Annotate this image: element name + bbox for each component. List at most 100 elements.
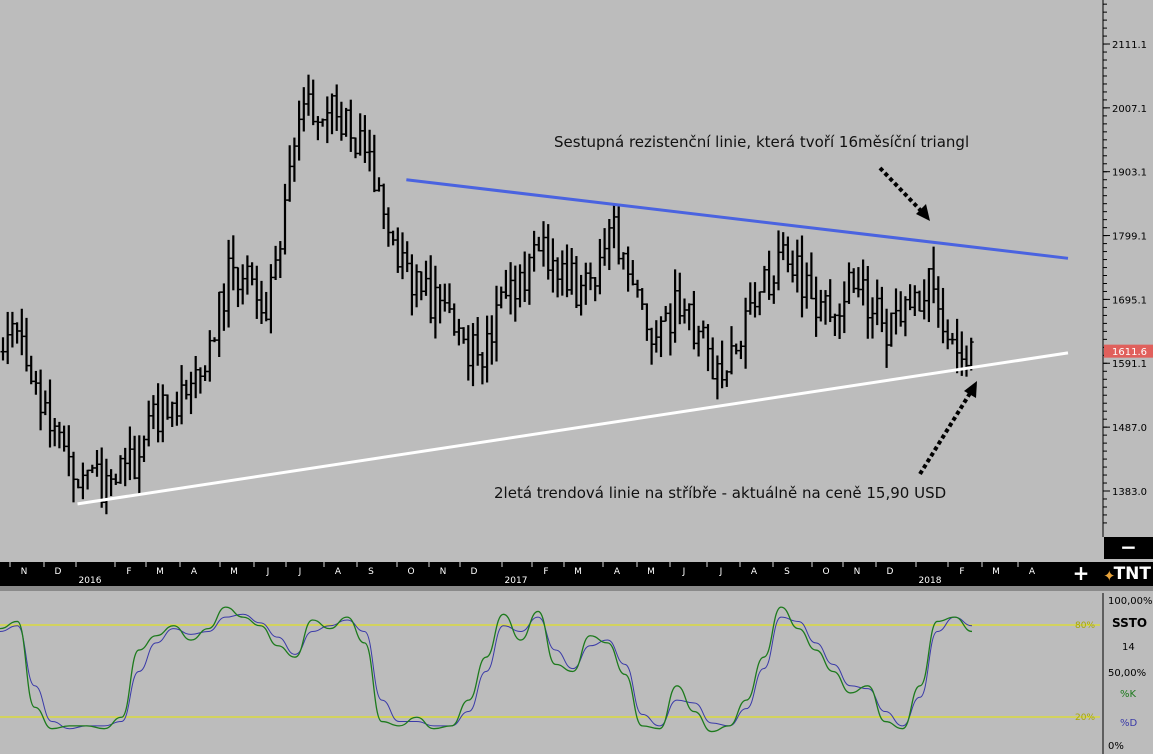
panel-separator[interactable] xyxy=(0,586,1153,591)
ohlc-bar xyxy=(216,291,222,357)
ohlc-bar xyxy=(785,236,791,273)
time-tick-label: M xyxy=(574,567,582,577)
ohlc-bar xyxy=(5,311,11,365)
ohlc-bar xyxy=(893,288,899,335)
ohlc-bar xyxy=(700,320,706,339)
ohlc-bar xyxy=(230,235,236,291)
ohlc-bar xyxy=(235,266,241,308)
ohlc-bar xyxy=(357,113,363,156)
ohlc-bar xyxy=(165,394,170,420)
ohlc-bar xyxy=(9,311,15,348)
time-axis-labels: N D 2016 F M A M J J A S O N D 2017 F M A M J J A S O N D 2018 F M A xyxy=(21,567,1036,586)
k-label: %K xyxy=(1120,689,1137,700)
ohlc-bar xyxy=(212,337,217,343)
ohlc-bar xyxy=(823,290,828,325)
ohlc-bar xyxy=(658,316,664,358)
ohlc-bar xyxy=(127,426,133,481)
ohlc-bar xyxy=(75,478,81,489)
ohlc-bar xyxy=(461,327,467,344)
ohlc-bar xyxy=(249,262,255,286)
ohlc-bar xyxy=(776,230,781,291)
ohlc-bar xyxy=(273,245,279,280)
ohlc-bar xyxy=(456,318,462,346)
ohlc-bar xyxy=(907,284,913,311)
ohlc-bar xyxy=(583,262,589,305)
time-tick-label: D xyxy=(471,567,478,577)
ohlc-bar xyxy=(790,250,796,283)
ohlc-bar xyxy=(846,262,852,304)
ohlc-bar xyxy=(874,279,880,326)
zoom-in-button[interactable]: + xyxy=(1068,563,1094,585)
time-axis[interactable] xyxy=(0,562,1100,586)
time-tick-label: D xyxy=(887,567,894,577)
indicator-name: SSTO xyxy=(1112,616,1147,630)
resistance-annotation: Sestupná rezistenční linie, která tvoří … xyxy=(554,133,970,151)
ohlc-bar xyxy=(837,303,843,339)
ohlc-bar xyxy=(794,239,800,293)
ohlc-bar xyxy=(592,277,598,302)
ohlc-bar xyxy=(602,228,608,266)
ohlc-bar xyxy=(94,449,100,477)
ohlc-bar xyxy=(569,248,575,295)
ohlc-bar xyxy=(442,283,448,312)
ohlc-bar xyxy=(644,303,650,341)
time-tick-label: J xyxy=(682,567,686,577)
logo-text: TNT xyxy=(1113,564,1151,584)
ohlc-bar xyxy=(968,337,974,371)
ohlc-bar xyxy=(653,320,659,353)
ohlc-bar xyxy=(465,325,471,381)
ohlc-bar xyxy=(475,317,481,366)
ohlc-bar xyxy=(522,251,528,303)
support-trendline xyxy=(77,351,1069,506)
ohlc-bar xyxy=(696,325,702,357)
ohlc-bar xyxy=(296,100,302,161)
time-tick-label: F xyxy=(959,567,964,577)
ohlc-bar xyxy=(949,332,955,345)
ohlc-bar xyxy=(724,370,730,387)
ohlc-bar xyxy=(649,327,655,365)
ohlc-bar xyxy=(353,137,358,159)
ohlc-bar xyxy=(498,286,504,309)
ohlc-bar xyxy=(197,367,203,394)
time-tick-label: N xyxy=(440,567,447,577)
price-axis[interactable] xyxy=(1100,0,1153,537)
ohlc-bar xyxy=(719,340,725,389)
time-tick-label: M xyxy=(156,567,164,577)
ohlc-bar xyxy=(921,279,927,320)
ohlc-bar xyxy=(56,421,62,449)
time-tick-label: N xyxy=(854,567,861,577)
ohlc-bar xyxy=(489,315,495,365)
ohlc-bar xyxy=(174,391,180,426)
ohlc-bar xyxy=(714,355,720,400)
ohlc-bar xyxy=(301,87,307,132)
ohlc-bar xyxy=(705,324,711,372)
ohlc-bar xyxy=(447,283,452,314)
ohlc-bar xyxy=(338,101,344,141)
ohlc-bar xyxy=(536,236,542,252)
price-tick-label: 1383.0 xyxy=(1112,487,1147,498)
stoch-k-line xyxy=(0,606,973,733)
level-50-label: 50,00% xyxy=(1108,668,1146,679)
ohlc-bar xyxy=(99,447,105,508)
ohlc-bar xyxy=(33,370,39,395)
ohlc-bar xyxy=(329,93,335,135)
support-annotation: 2letá trendová linie na stříbře - aktuál… xyxy=(494,484,947,502)
zoom-out-button[interactable]: − xyxy=(1104,537,1153,559)
ohlc-bar xyxy=(150,395,156,430)
ohlc-bar xyxy=(113,473,119,485)
ohlc-bar xyxy=(616,206,622,265)
ohlc-bar xyxy=(343,107,349,137)
time-tick-label: J xyxy=(298,567,302,577)
price-tick-label: 1695.1 xyxy=(1112,295,1147,306)
ohlc-bar xyxy=(766,250,772,300)
indicator-period: 14 xyxy=(1122,642,1135,653)
time-tick-label: M xyxy=(992,567,1000,577)
time-tick-label: M xyxy=(230,567,238,577)
price-tick-label: 1799.1 xyxy=(1112,232,1147,243)
ohlc-bar xyxy=(808,252,814,300)
ohlc-bar xyxy=(931,246,937,304)
ohlc-bar xyxy=(606,219,612,271)
ohlc-bar xyxy=(324,96,330,144)
ohlc-bar xyxy=(964,345,969,377)
